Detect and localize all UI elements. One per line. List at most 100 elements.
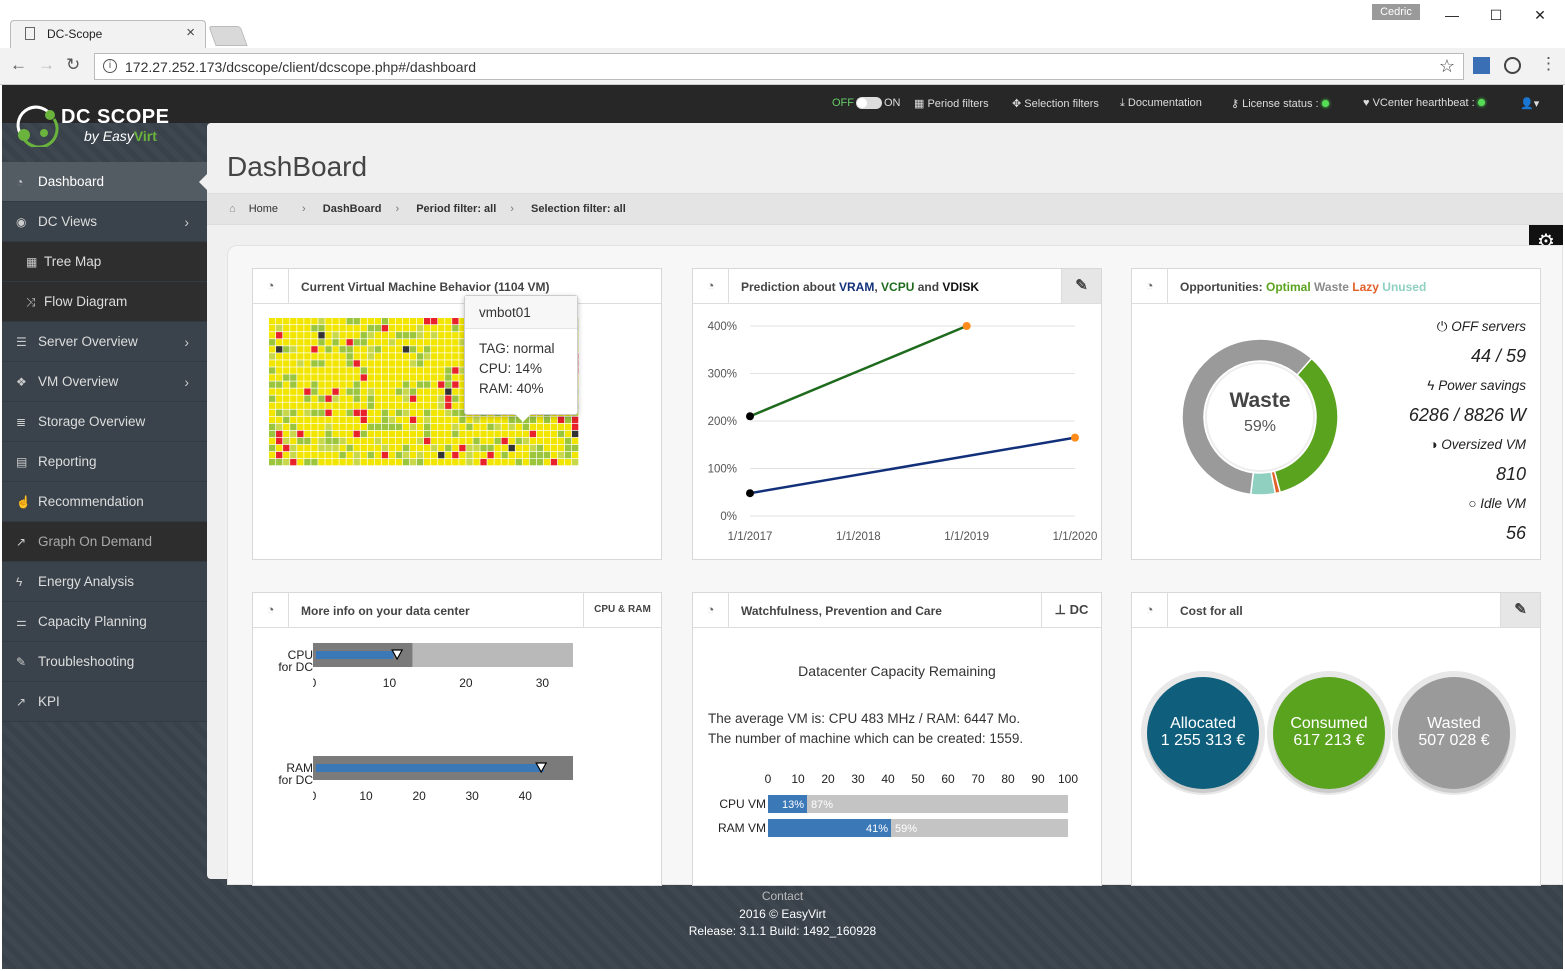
new-tab-button[interactable] bbox=[208, 26, 248, 46]
heatmap-cell[interactable] bbox=[318, 444, 325, 452]
heatmap-cell[interactable] bbox=[388, 360, 396, 367]
heatmap-cell[interactable] bbox=[388, 381, 396, 388]
heatmap-cell[interactable] bbox=[416, 374, 424, 381]
heatmap-cell[interactable] bbox=[297, 402, 304, 409]
heatmap-cell[interactable] bbox=[283, 374, 290, 381]
heatmap-cell[interactable] bbox=[346, 346, 353, 353]
heatmap-cell[interactable] bbox=[402, 437, 410, 445]
heatmap-cell[interactable] bbox=[269, 374, 276, 381]
heatmap-cell[interactable] bbox=[459, 444, 466, 452]
heatmap-cell[interactable] bbox=[283, 381, 290, 388]
heatmap-cell[interactable] bbox=[332, 339, 339, 346]
heatmap-cell[interactable] bbox=[438, 346, 445, 353]
heatmap-cell[interactable] bbox=[431, 444, 438, 452]
heatmap-cell[interactable] bbox=[367, 437, 374, 445]
heatmap-cell[interactable] bbox=[332, 360, 339, 367]
heatmap-cell[interactable] bbox=[367, 423, 374, 431]
heatmap-cell[interactable] bbox=[290, 381, 297, 388]
heatmap-cell[interactable] bbox=[402, 395, 410, 402]
heatmap-cell[interactable] bbox=[452, 374, 459, 381]
heatmap-cell[interactable] bbox=[276, 332, 283, 339]
heatmap-cell[interactable] bbox=[402, 423, 410, 431]
heatmap-cell[interactable] bbox=[269, 353, 276, 360]
heatmap-cell[interactable] bbox=[381, 458, 389, 466]
heatmap-cell[interactable] bbox=[409, 374, 417, 381]
heatmap-cell[interactable] bbox=[339, 339, 346, 346]
heatmap-cell[interactable] bbox=[290, 451, 297, 459]
heatmap-cell[interactable] bbox=[297, 437, 304, 445]
heatmap-cell[interactable] bbox=[360, 423, 367, 431]
heatmap-cell[interactable] bbox=[416, 381, 424, 388]
heatmap-cell[interactable] bbox=[459, 388, 466, 395]
heatmap-cell[interactable] bbox=[353, 416, 360, 424]
heatmap-cell[interactable] bbox=[381, 367, 389, 374]
heatmap-cell[interactable] bbox=[346, 318, 353, 325]
heatmap-cell[interactable] bbox=[445, 318, 452, 325]
heatmap-cell[interactable] bbox=[409, 437, 417, 445]
heatmap-cell[interactable] bbox=[445, 325, 452, 332]
heatmap-cell[interactable] bbox=[452, 444, 459, 452]
heatmap-cell[interactable] bbox=[424, 402, 431, 409]
heatmap-cell[interactable] bbox=[564, 437, 572, 445]
heatmap-cell[interactable] bbox=[388, 339, 396, 346]
heatmap-cell[interactable] bbox=[452, 353, 459, 360]
heatmap-cell[interactable] bbox=[297, 430, 304, 438]
heatmap-cell[interactable] bbox=[276, 402, 283, 409]
heatmap-cell[interactable] bbox=[339, 402, 346, 409]
heatmap-cell[interactable] bbox=[353, 444, 360, 452]
heatmap-cell[interactable] bbox=[487, 437, 494, 445]
heatmap-cell[interactable] bbox=[480, 444, 487, 452]
heatmap-cell[interactable] bbox=[452, 318, 459, 325]
heatmap-cell[interactable] bbox=[424, 374, 431, 381]
heatmap-cell[interactable] bbox=[374, 367, 382, 374]
download-extension-icon[interactable] bbox=[1473, 57, 1490, 74]
heatmap-cell[interactable] bbox=[360, 367, 367, 374]
heatmap-cell[interactable] bbox=[318, 360, 325, 367]
heatmap-cell[interactable] bbox=[388, 353, 396, 360]
heatmap-cell[interactable] bbox=[311, 458, 318, 466]
heatmap-cell[interactable] bbox=[466, 458, 473, 466]
heatmap-cell[interactable] bbox=[325, 430, 332, 438]
heatmap-cell[interactable] bbox=[564, 423, 572, 431]
heatmap-cell[interactable] bbox=[297, 444, 304, 452]
heatmap-cell[interactable] bbox=[325, 458, 332, 466]
heatmap-cell[interactable] bbox=[431, 437, 438, 445]
heatmap-cell[interactable] bbox=[459, 332, 466, 339]
heatmap-cell[interactable] bbox=[438, 388, 445, 395]
heatmap-cell[interactable] bbox=[367, 367, 374, 374]
heatmap-cell[interactable] bbox=[388, 395, 396, 402]
heatmap-cell[interactable] bbox=[501, 423, 508, 431]
heatmap-cell[interactable] bbox=[339, 409, 346, 416]
heatmap-cell[interactable] bbox=[388, 367, 396, 374]
heatmap-cell[interactable] bbox=[283, 346, 290, 353]
heatmap-cell[interactable] bbox=[290, 367, 297, 374]
heatmap-cell[interactable] bbox=[304, 374, 311, 381]
heatmap-cell[interactable] bbox=[459, 423, 466, 431]
heatmap-cell[interactable] bbox=[515, 437, 522, 445]
heatmap-cell[interactable] bbox=[360, 409, 367, 416]
heatmap-cell[interactable] bbox=[353, 374, 360, 381]
heatmap-cell[interactable] bbox=[459, 458, 466, 466]
heatmap-cell[interactable] bbox=[311, 444, 318, 452]
heatmap-cell[interactable] bbox=[339, 444, 346, 452]
heatmap-cell[interactable] bbox=[487, 423, 494, 431]
heatmap-cell[interactable] bbox=[409, 416, 417, 424]
heatmap-cell[interactable] bbox=[452, 458, 459, 466]
heatmap-cell[interactable] bbox=[311, 374, 318, 381]
breadcrumb-home[interactable]: ⌂ Home bbox=[229, 203, 279, 215]
heatmap-cell[interactable] bbox=[424, 395, 431, 402]
heatmap-cell[interactable] bbox=[452, 381, 459, 388]
heatmap-cell[interactable] bbox=[452, 430, 459, 438]
heatmap-cell[interactable] bbox=[297, 451, 304, 459]
heatmap-cell[interactable] bbox=[346, 416, 353, 424]
heatmap-cell[interactable] bbox=[557, 451, 565, 459]
heatmap-cell[interactable] bbox=[346, 395, 353, 402]
heatmap-cell[interactable] bbox=[473, 430, 480, 438]
heatmap-cell[interactable] bbox=[360, 360, 367, 367]
heatmap-cell[interactable] bbox=[522, 437, 529, 445]
heatmap-cell[interactable] bbox=[466, 437, 473, 445]
heatmap-cell[interactable] bbox=[550, 430, 558, 438]
heatmap-cell[interactable] bbox=[424, 458, 431, 466]
heatmap-cell[interactable] bbox=[431, 395, 438, 402]
heatmap-cell[interactable] bbox=[452, 437, 459, 445]
